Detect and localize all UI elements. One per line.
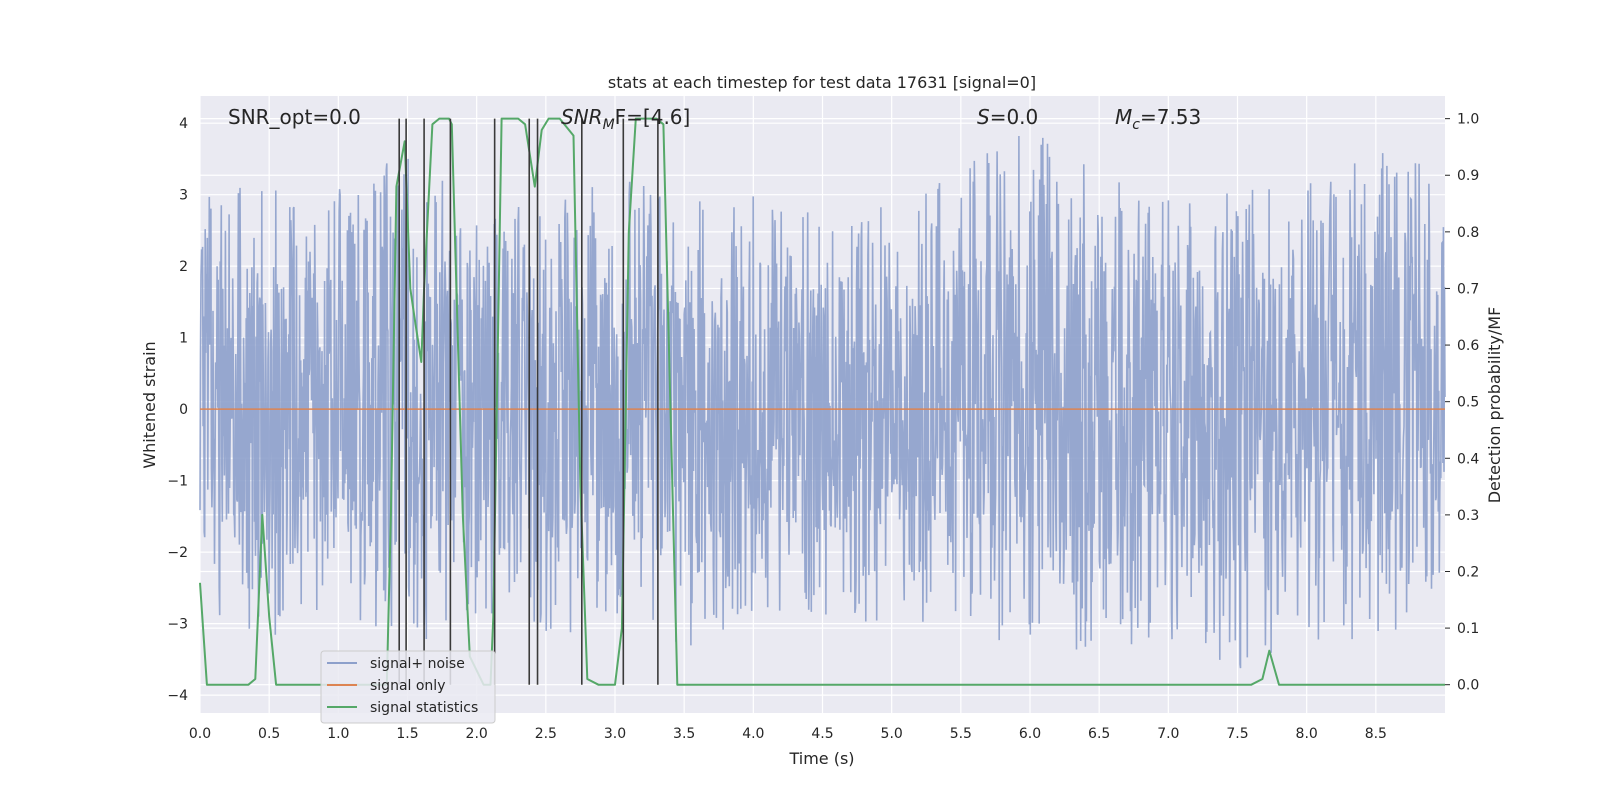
x-tick-label: 7.5 — [1226, 726, 1248, 742]
y-tick-label: 4 — [179, 116, 188, 132]
snr-mf-rest: F=[4.6] — [615, 105, 691, 129]
x-tick-label: 4.5 — [811, 726, 833, 742]
y-tick-label: 0 — [179, 402, 188, 418]
y-axis-label: Whitened strain — [140, 341, 159, 468]
snr-mf-annotation: SNRMF=[4.6] — [561, 105, 690, 133]
x-tick-label: 1.0 — [327, 726, 349, 742]
mc-rest: =7.53 — [1140, 105, 1201, 129]
legend-entry-noise: signal+ noise — [370, 656, 465, 672]
s-main: S — [977, 105, 990, 129]
legend-box — [320, 650, 496, 724]
snr-mf-sub: M — [603, 117, 615, 133]
y-right-tick-labels: 1.0 0.9 0.8 0.7 0.6 0.5 0.4 0.3 0.2 0.1 0.0 — [1445, 112, 1479, 694]
s-rest: =0.0 — [990, 105, 1039, 129]
y-right-tick-label: 0.1 — [1457, 621, 1479, 637]
y-right-tick-label: 0.8 — [1457, 225, 1479, 241]
snr-opt-annotation: SNR_opt=0.0 — [228, 105, 361, 129]
s-annotation: S=0.0 — [977, 105, 1038, 129]
x-tick-label: 3.0 — [604, 726, 626, 742]
x-tick-label: 5.5 — [950, 726, 972, 742]
snr-mf-main: SNR — [561, 105, 603, 129]
y-right-tick-label: 0.3 — [1457, 508, 1479, 524]
y-right-tick-label: 0.5 — [1457, 395, 1479, 411]
mc-main: M — [1115, 105, 1132, 129]
signal-plus-noise-series — [199, 135, 1446, 669]
x-tick-label: 8.5 — [1365, 726, 1387, 742]
mc-sub: c — [1132, 117, 1140, 133]
x-tick-label: 5.0 — [881, 726, 903, 742]
y-right-tick-label: 1.0 — [1457, 112, 1479, 128]
x-tick-label: 0.5 — [258, 726, 280, 742]
signal-plus-noise-line — [199, 135, 1446, 669]
y-tick-label: −1 — [167, 474, 188, 490]
y-right-tick-label: 0.9 — [1457, 168, 1479, 184]
mc-annotation: Mc=7.53 — [1115, 105, 1201, 133]
x-tick-label: 0.0 — [189, 726, 211, 742]
legend-entry-stats: signal statistics — [370, 700, 478, 716]
y-tick-label: −2 — [167, 545, 188, 561]
y-tick-label: −4 — [167, 688, 188, 704]
x-tick-label: 2.0 — [466, 726, 488, 742]
y-tick-label: −3 — [167, 617, 188, 633]
x-tick-label: 6.0 — [1019, 726, 1041, 742]
detection-vertical-lines — [398, 118, 659, 685]
y-right-tick-label: 0.2 — [1457, 564, 1479, 580]
legend-entry-signal: signal only — [370, 678, 445, 694]
x-tick-labels: 0.0 0.5 1.0 1.5 2.0 2.5 3.0 3.5 4.0 4.5 5.0 5.5 6.0 6… — [189, 726, 1387, 742]
x-tick-label: 3.5 — [673, 726, 695, 742]
chart-title: stats at each timestep for test data 176… — [608, 73, 1036, 92]
x-tick-label: 1.5 — [396, 726, 418, 742]
x-axis-label: Time (s) — [788, 749, 854, 768]
y-tick-label: 2 — [179, 259, 188, 275]
y-tick-labels: 4 3 2 1 0 −1 −2 −3 −4 — [167, 116, 188, 704]
y-right-tick-label: 0.7 — [1457, 281, 1479, 297]
y-tick-label: 3 — [179, 188, 188, 204]
x-tick-label: 8.0 — [1296, 726, 1318, 742]
x-tick-label: 6.5 — [1088, 726, 1110, 742]
y-tick-label: 1 — [179, 331, 188, 347]
x-tick-label: 4.0 — [742, 726, 764, 742]
y-right-tick-label: 0.6 — [1457, 338, 1479, 354]
legend: signal+ noise signal only signal statist… — [320, 650, 496, 724]
x-tick-label: 2.5 — [535, 726, 557, 742]
x-tick-label: 7.0 — [1157, 726, 1179, 742]
y-right-tick-label: 0.0 — [1457, 678, 1479, 694]
y-right-tick-label: 0.4 — [1457, 451, 1479, 467]
y-right-axis-label: Detection probability/MF — [1485, 307, 1504, 504]
